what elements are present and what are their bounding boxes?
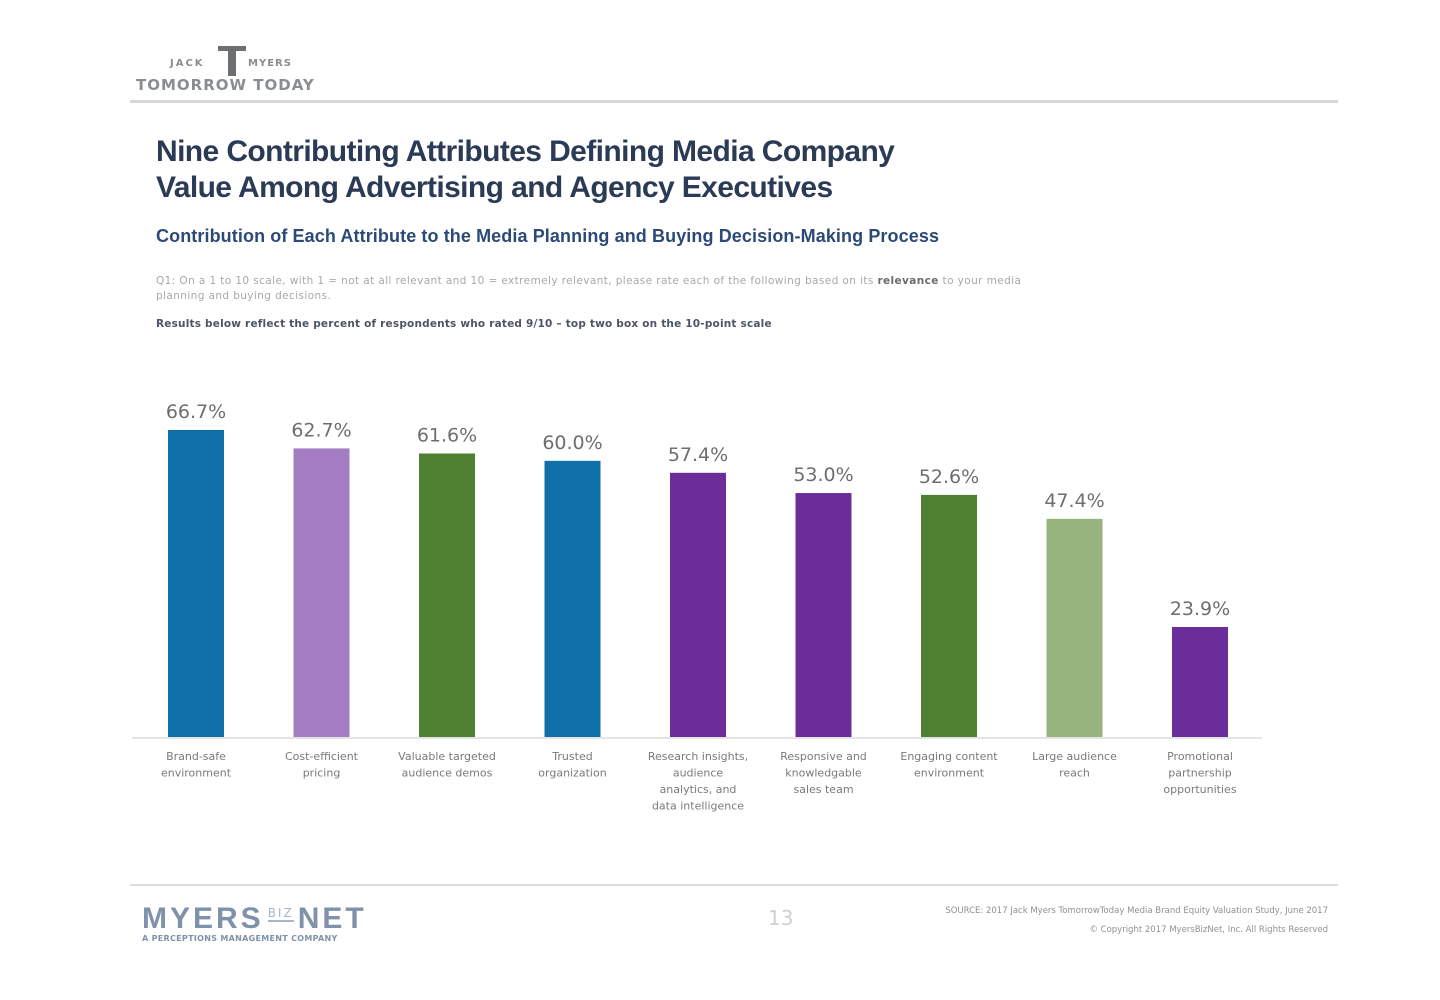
category-label-1: Brand-safe environment <box>161 750 232 780</box>
value-label-8: 47.4% <box>1044 490 1104 512</box>
value-label-5: 57.4% <box>668 444 728 466</box>
category-label-2: Cost-efficient pricing <box>285 750 359 780</box>
value-label-9: 23.9% <box>1170 598 1230 620</box>
results-note: Results below reflect the percent of res… <box>156 318 772 330</box>
title-line-2: Value Among Advertising and Agency Execu… <box>156 171 833 204</box>
jack-myers-logo: JACK MYERS TOMORROW TODAY <box>136 44 326 96</box>
category-label-line: Engaging content <box>900 750 998 763</box>
bar-2 <box>293 448 350 737</box>
category-label-line: Responsive and <box>780 750 867 763</box>
survey-question: Q1: On a 1 to 10 scale, with 1 = not at … <box>156 274 1036 304</box>
question-text-1: Q1: On a 1 to 10 scale, with 1 = not at … <box>156 275 878 287</box>
category-label-line: Promotional <box>1167 750 1233 763</box>
bar-6 <box>795 493 852 737</box>
value-label-6: 53.0% <box>793 464 853 486</box>
footer-divider <box>130 884 1338 886</box>
category-label-line: opportunities <box>1163 783 1236 796</box>
copyright-line: © Copyright 2017 MyersBizNet, Inc. All R… <box>1089 925 1328 935</box>
bar-8 <box>1046 518 1103 737</box>
bar-4 <box>544 460 601 737</box>
chart-subtitle: Contribution of Each Attribute to the Me… <box>156 226 940 246</box>
page-title: Nine Contributing Attributes Defining Me… <box>156 134 895 206</box>
category-label-line: environment <box>161 767 232 780</box>
category-label-line: Large audience <box>1032 750 1117 763</box>
logo-myers-text: MYERS <box>248 58 292 69</box>
bar-9 <box>1172 626 1228 737</box>
question-text-2: to your media planning and buying decisi… <box>156 275 1022 302</box>
category-label-line: Brand-safe <box>166 750 226 763</box>
category-label-6: Responsive and knowledgable sales team <box>780 750 867 796</box>
value-label-3: 61.6% <box>417 424 477 446</box>
logo-footer-tagline: A PERCEPTIONS MANAGEMENT COMPANY <box>142 934 338 943</box>
logo-tagline: TOMORROW TODAY <box>136 76 315 94</box>
category-label-line: audience <box>673 767 724 780</box>
header-divider <box>130 100 1338 103</box>
logo-t-icon <box>218 46 246 76</box>
category-label-3: Valuable targeted audience demos <box>398 750 496 780</box>
bar-5 <box>670 472 726 737</box>
category-label-line: organization <box>538 767 606 780</box>
category-label-line: Valuable targeted <box>398 750 496 763</box>
category-label-line: Research insights, <box>648 750 748 763</box>
value-label-2: 62.7% <box>291 419 351 441</box>
bar-1 <box>168 430 224 737</box>
category-label-7: Engaging content environment <box>900 750 998 780</box>
category-label-line: knowledgable <box>785 767 862 780</box>
category-label-line: audience demos <box>402 767 493 780</box>
value-label-7: 52.6% <box>919 466 979 488</box>
category-label-5: Research insights, audience analytics, and… <box>648 750 748 813</box>
category-label-line: data intelligence <box>652 800 744 813</box>
category-label-line: Cost-efficient <box>285 750 359 763</box>
page-number: 13 <box>768 906 794 930</box>
category-label-line: reach <box>1059 767 1090 780</box>
category-label-9: Promotional partnership opportunities <box>1163 750 1236 796</box>
category-label-8: Large audience reach <box>1032 750 1117 780</box>
myersbiznet-logo: MYERS BIZ NET A PERCEPTIONS MANAGEMENT COM… <box>142 902 367 943</box>
logo-net-word: NET <box>297 902 367 935</box>
value-label-1: 66.7% <box>166 401 226 423</box>
category-label-line: Trusted <box>551 750 592 763</box>
question-bold: relevance <box>877 275 939 287</box>
bar-3 <box>419 453 475 737</box>
logo-myers-word: MYERS <box>142 902 264 935</box>
bar-7 <box>921 494 977 737</box>
source-note: SOURCE: 2017 Jack Myers TomorrowToday Me… <box>945 902 1328 940</box>
category-label-4: Trusted organization <box>538 750 606 780</box>
logo-biz-word: BIZ <box>267 906 294 922</box>
category-label-line: environment <box>914 767 985 780</box>
title-line-1: Nine Contributing Attributes Defining Me… <box>156 135 895 168</box>
category-label-line: sales team <box>793 783 853 796</box>
category-label-line: pricing <box>303 767 341 780</box>
category-label-line: analytics, and <box>660 783 737 796</box>
category-label-line: partnership <box>1168 767 1232 780</box>
logo-jack-text: JACK <box>170 58 205 69</box>
source-line: SOURCE: 2017 Jack Myers TomorrowToday Me… <box>945 906 1328 916</box>
value-label-4: 60.0% <box>542 432 602 454</box>
